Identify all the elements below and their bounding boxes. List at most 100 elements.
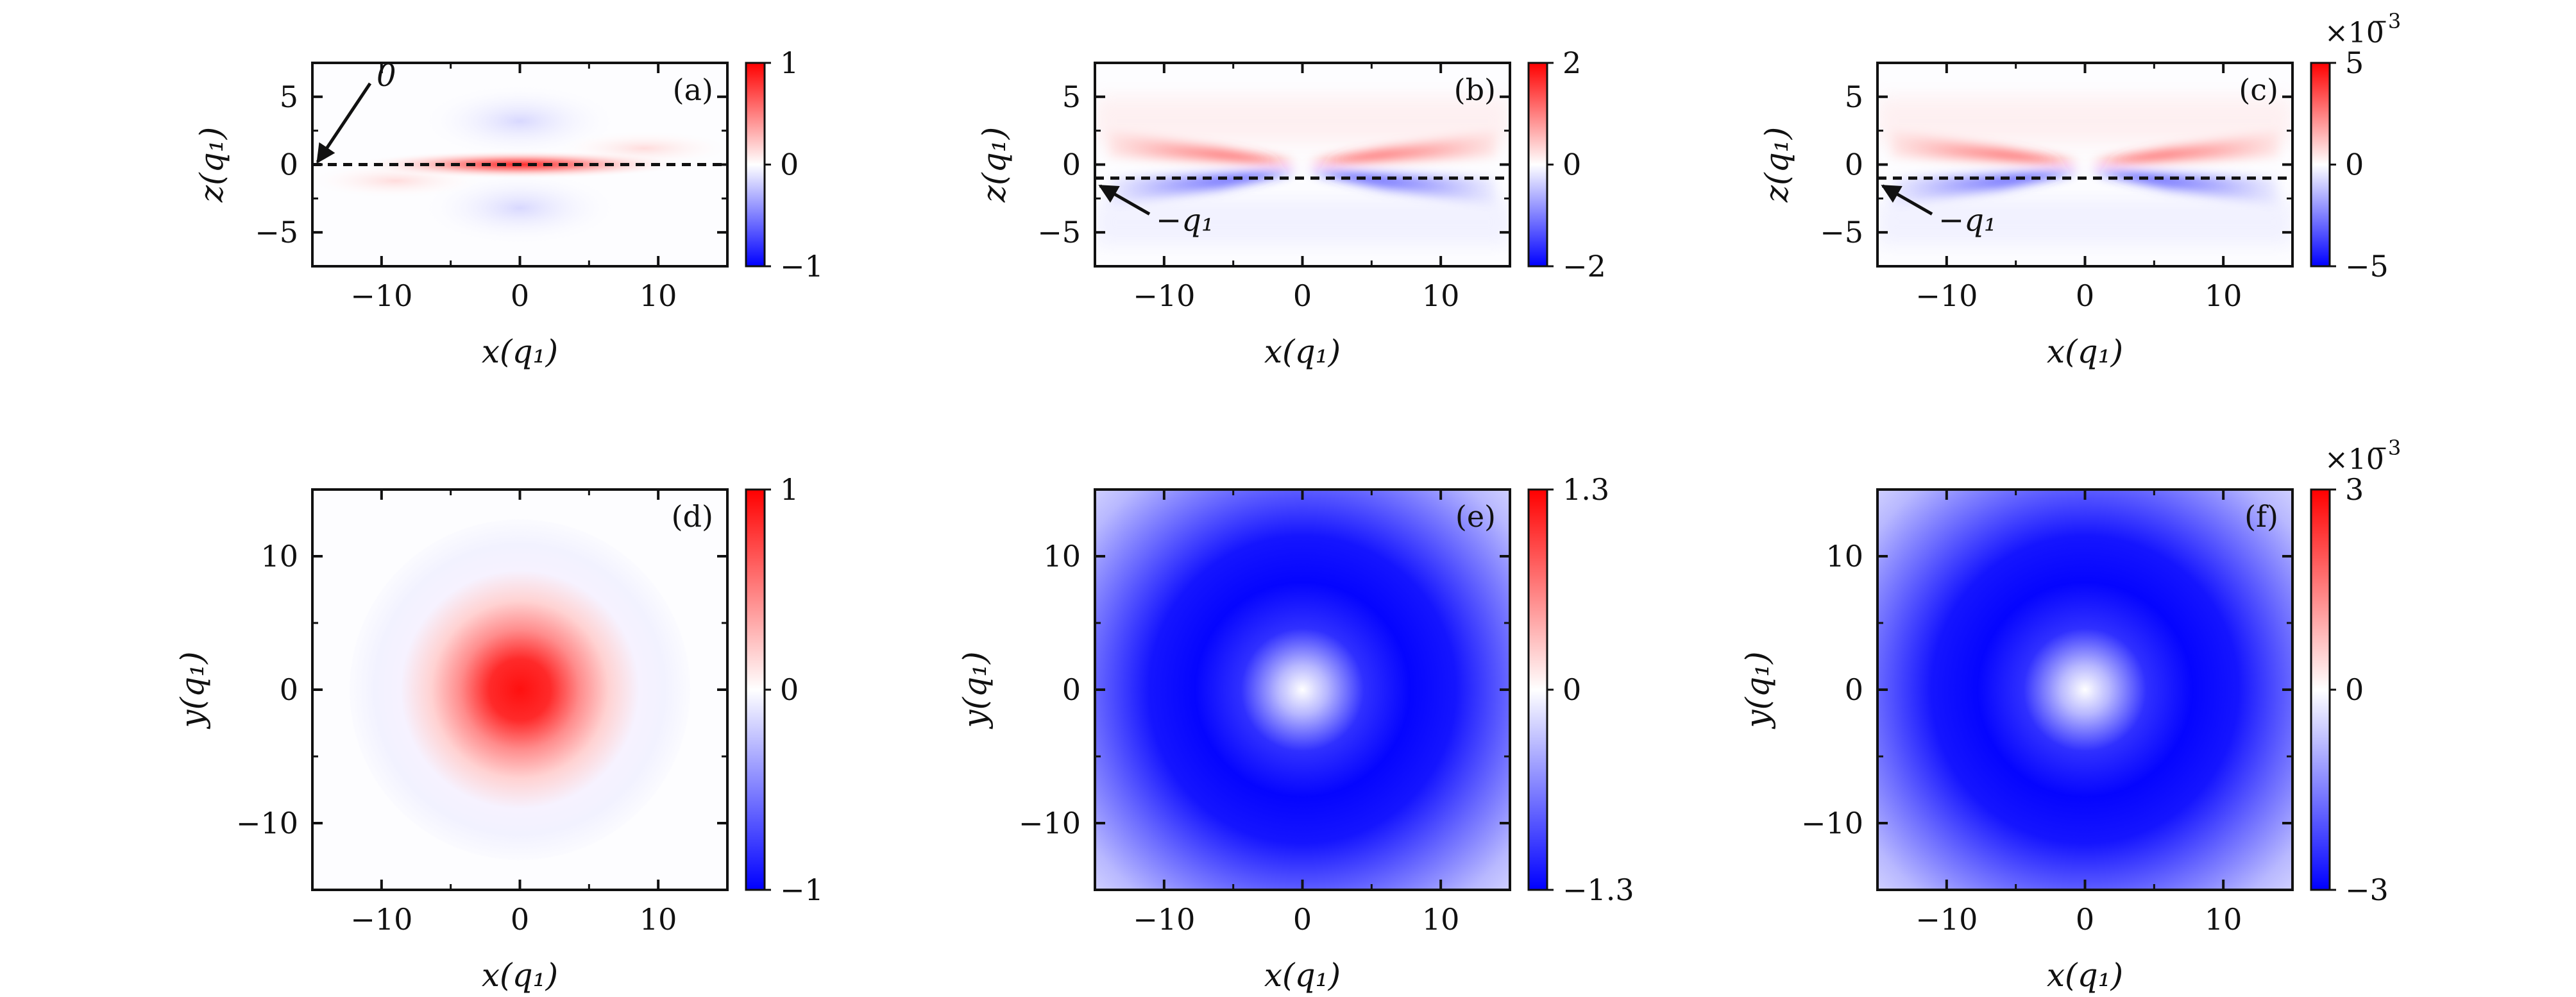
y-tick-label: 5 [1845, 80, 1863, 114]
y-tick-label: −5 [1037, 215, 1081, 250]
colorbar: 1 0 −1 [745, 46, 824, 284]
field-lobe-negative-right [1308, 171, 1496, 205]
panel-label: (d) [672, 499, 713, 534]
colorbar-tick-label: 0 [780, 148, 799, 182]
x-tick-label: 10 [1422, 902, 1460, 937]
colorbar-gradient [2310, 62, 2331, 268]
x-tick-label: −10 [350, 902, 412, 937]
heatmap-area [1877, 63, 2292, 266]
colorbar-exponent: ×10 [2325, 17, 2384, 49]
field-halo-positive [1095, 96, 1510, 144]
annotation-arrow [316, 82, 372, 164]
y-tick-label: −10 [1019, 806, 1081, 840]
colorbar-tick-label: −1.3 [1563, 873, 1634, 907]
panel-b: −q₁ −10 0 10 5 0 −5 (b) x(q₁) z(q₁) 2 0 −2 [976, 46, 1606, 370]
x-tick-label: 0 [2076, 902, 2094, 937]
colorbar: 30−3×10−3 [2310, 436, 2401, 907]
y-axis-label: z(q₁) [1758, 127, 1795, 203]
field-halo [1877, 96, 2292, 246]
colorbar-gradient [1527, 62, 1548, 268]
field-halo-negative [1877, 198, 2292, 246]
colorbar-tick-label: −3 [2345, 873, 2389, 907]
x-tick-label: 10 [1422, 278, 1460, 313]
colorbar-tick-label: 3 [2345, 472, 2364, 507]
field-halo-negative [1095, 198, 1510, 246]
panel-label: (a) [673, 72, 713, 107]
x-axis-label: x(q₁) [2047, 957, 2123, 994]
x-tick-label: −10 [1915, 278, 1978, 313]
colorbar-tick-label: 1 [780, 46, 799, 80]
colorbar-tick-label: −1 [780, 873, 824, 907]
x-axis-label: x(q₁) [1264, 957, 1341, 994]
colorbar-tick-label: 2 [1563, 46, 1581, 80]
colorbar: 1 0 −1 [745, 472, 824, 907]
y-tick-label: −5 [1820, 215, 1863, 250]
y-axis-label: y(q₁) [956, 651, 994, 729]
panel-a: 0 −10 0 10 5 0 −5 (a) x(q₁) z(q₁) 1 0 −1 [193, 46, 824, 370]
y-axis-label: y(q₁) [1739, 651, 1776, 729]
colorbar-tick-label: 0 [2345, 148, 2364, 182]
y-tick-label: −5 [255, 215, 298, 250]
y-axis-label: y(q₁) [174, 651, 211, 729]
x-tick-label: 10 [2205, 902, 2242, 937]
y-tick-label: 0 [1845, 148, 1863, 182]
field-halo-positive [1877, 96, 2292, 144]
colorbar: 1.3 0 −1.3 [1527, 472, 1634, 907]
field-lobe-negative-right [2090, 171, 2279, 205]
annotation-arrow [1881, 184, 1933, 216]
colorbar-exponent-power: −3 [2371, 9, 2401, 33]
x-tick-label: 0 [2076, 278, 2094, 313]
y-axis-label: z(q₁) [193, 127, 230, 203]
field-lobe-negative-left [1891, 171, 2080, 205]
x-tick-label: 0 [1293, 278, 1312, 313]
y-tick-label: 10 [260, 539, 298, 574]
colorbar-exponent: ×10 [2325, 443, 2384, 476]
colorbar-tick-label: 1 [780, 472, 799, 507]
panel-label: (c) [2239, 72, 2278, 107]
heatmap-area [1095, 490, 1510, 890]
y-tick-label: 10 [1826, 539, 1863, 574]
heatmap-area [1877, 490, 2292, 890]
colorbar: 2 0 −2 [1527, 46, 1606, 284]
field-ring [1095, 490, 1510, 890]
x-tick-label: 10 [640, 902, 677, 937]
panel-e: −10 0 10 10 0 −10 (e) x(q₁) y(q₁) 1.3 0 −1.3 [956, 472, 1634, 994]
panel-c: −q₁ −10 0 10 5 0 −5 (c) x(q₁) z(q₁) 5 0 −5 ×10−3 [1758, 9, 2401, 370]
field-ring [1877, 490, 2292, 890]
x-tick-label: −10 [350, 278, 412, 313]
x-tick-label: −10 [1133, 278, 1195, 313]
y-tick-label: 5 [280, 80, 298, 114]
colorbar-tick-label: −1 [780, 249, 824, 284]
colorbar-tick-label: 5 [2345, 46, 2364, 80]
colorbar-tick-label: 0 [780, 672, 799, 707]
x-tick-label: −10 [1915, 902, 1978, 937]
colorbar-exponent-power: −3 [2371, 436, 2401, 460]
colorbar-tick-label: 0 [1563, 148, 1581, 182]
x-tick-label: 0 [1293, 902, 1312, 937]
colorbar-tick-label: −5 [2345, 249, 2389, 284]
colorbar-tick-label: 0 [1563, 672, 1581, 707]
x-axis-label: x(q₁) [482, 333, 558, 370]
x-axis-label: x(q₁) [1264, 333, 1341, 370]
y-axis-label: z(q₁) [976, 127, 1013, 203]
annotation-label: −q₁ [1938, 203, 1996, 239]
y-tick-label: 10 [1043, 539, 1081, 574]
x-axis-label: x(q₁) [482, 957, 558, 994]
annotation-label: −q₁ [1156, 203, 1214, 239]
y-tick-label: 5 [1062, 80, 1081, 114]
field-disk [349, 519, 691, 860]
x-tick-label: 10 [2205, 278, 2242, 313]
panel-label: (f) [2244, 499, 2278, 534]
panel-label: (e) [1455, 499, 1496, 534]
colorbar-tick-label: −2 [1563, 249, 1606, 284]
x-axis-label: x(q₁) [2047, 333, 2123, 370]
annotation-arrow [1098, 184, 1151, 216]
y-tick-label: 0 [1062, 672, 1081, 707]
colorbar-gradient [1527, 488, 1548, 891]
panel-label: (b) [1454, 72, 1496, 107]
colorbar-tick-label: 1.3 [1563, 472, 1609, 507]
x-tick-label: −10 [1133, 902, 1195, 937]
